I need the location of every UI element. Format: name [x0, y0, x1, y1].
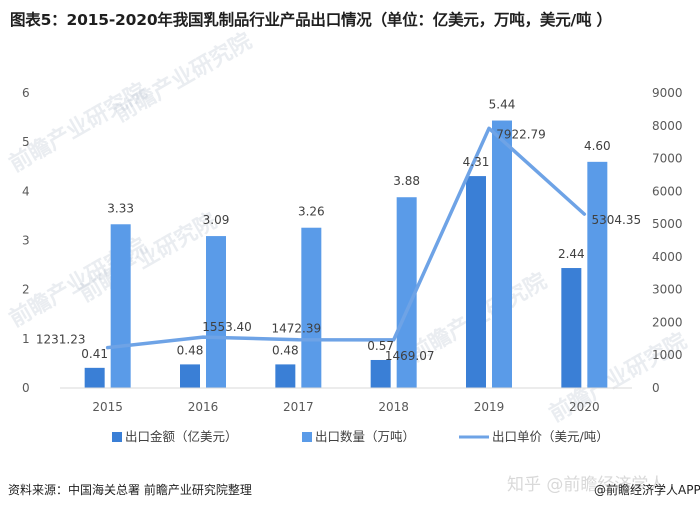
bar-export-volume: [110, 224, 131, 388]
y-right-tick-label: 2000: [652, 315, 683, 329]
data-label-export-value: 2.44: [558, 247, 585, 261]
x-tick-label: 2018: [378, 400, 409, 414]
y-right-tick-label: 3000: [652, 283, 683, 297]
zhihu-watermark: 知乎 @前瞻经济学人: [507, 475, 666, 495]
bar-export-volume: [206, 236, 226, 388]
brand-credit: @前瞻经济学人APP: [594, 483, 700, 497]
x-tick-label: 2020: [569, 400, 600, 414]
y-right-tick-label: 8000: [652, 119, 683, 133]
bar-export-value: [84, 367, 105, 388]
data-label-export-volume: 3.33: [107, 201, 134, 215]
bar-export-volume: [492, 120, 512, 389]
data-label-export-value: 0.41: [81, 347, 108, 361]
y-left-tick-label: 4: [22, 184, 30, 198]
bars-group: [84, 120, 608, 389]
legend-label-unit-price: 出口单价（美元/吨）: [492, 429, 609, 444]
legend-label-export-value: 出口金额（亿美元）: [125, 429, 238, 444]
y-right-tick-label: 4000: [652, 250, 683, 264]
bar-export-volume: [396, 197, 417, 388]
axes-group: 0 1 2 3 4 5 6 0 1000 2000 3000 4000 5000 6000 7000 8000…: [22, 86, 683, 414]
bar-export-value: [466, 176, 486, 388]
bar-export-value: [561, 268, 582, 388]
legend-swatch-export-value: [112, 432, 122, 442]
data-label-unit-price: 1553.40: [202, 320, 252, 334]
x-tick-label: 2017: [283, 400, 314, 414]
data-label-unit-price: 1472.39: [272, 322, 322, 336]
data-label-export-value: 4.31: [463, 155, 490, 169]
legend-label-export-volume: 出口数量（万吨）: [315, 429, 415, 444]
x-tick-label: 2016: [188, 400, 219, 414]
source-note: 资料来源：中国海关总署 前瞻产业研究院整理: [8, 483, 252, 497]
y-right-tick-label: 6000: [652, 184, 683, 198]
data-label-export-value: 0.57: [367, 339, 394, 353]
bar-export-volume: [587, 161, 608, 388]
data-label-unit-price: 7922.79: [496, 127, 546, 141]
y-left-tick-label: 1: [22, 332, 30, 346]
line-unit-price: [105, 126, 587, 350]
x-tick-label: 2015: [92, 400, 123, 414]
data-label-export-volume: 3.09: [203, 213, 230, 227]
bar-export-value: [275, 364, 296, 388]
legend-swatch-export-volume: [302, 432, 312, 442]
y-right-tick-label: 7000: [652, 152, 683, 166]
data-label-export-volume: 4.60: [584, 139, 611, 153]
bar-export-volume: [301, 227, 322, 388]
y-right-tick-label: 9000: [652, 86, 683, 100]
x-tick-label: 2019: [474, 400, 505, 414]
data-label-export-volume: 3.26: [298, 205, 325, 219]
bar-export-value: [180, 364, 200, 388]
chart-title: 图表5：2015-2020年我国乳制品行业产品出口情况（单位：亿美元，万吨，美元…: [10, 11, 612, 29]
data-labels-group: 0.41 3.33 0.48 3.09 0.48 3.26 0.57 3.88 4.31 5.44…: [36, 98, 641, 363]
data-label-export-volume: 3.88: [393, 174, 420, 188]
y-left-tick-label: 3: [22, 234, 30, 248]
y-right-tick-label: 1000: [652, 348, 683, 362]
bar-export-value: [370, 359, 391, 388]
data-label-export-value: 0.48: [272, 343, 299, 357]
data-label-unit-price: 5304.35: [592, 213, 642, 227]
y-right-tick-label: 5000: [652, 217, 683, 231]
y-left-tick-label: 6: [22, 86, 30, 100]
data-label-unit-price: 1469.07: [385, 349, 435, 363]
data-label-export-volume: 5.44: [489, 98, 516, 112]
y-right-tick-label: 0: [652, 381, 660, 395]
y-left-tick-label: 2: [22, 283, 30, 297]
y-left-tick-label: 0: [22, 381, 30, 395]
data-label-unit-price: 1231.23: [36, 333, 86, 347]
y-left-tick-label: 5: [22, 135, 30, 149]
data-label-export-value: 0.48: [177, 343, 204, 357]
legend: 出口金额（亿美元） 出口数量（万吨） 出口单价（美元/吨）: [112, 429, 609, 444]
line-group: [105, 126, 587, 350]
